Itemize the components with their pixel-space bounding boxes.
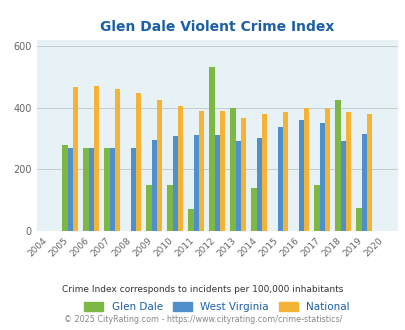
Bar bbox=[167, 185, 172, 231]
Bar bbox=[219, 111, 224, 231]
Title: Glen Dale Violent Crime Index: Glen Dale Violent Crime Index bbox=[100, 20, 334, 34]
Bar bbox=[335, 100, 340, 231]
Bar bbox=[172, 136, 177, 231]
Bar bbox=[251, 188, 256, 231]
Bar bbox=[188, 210, 193, 231]
Bar bbox=[256, 138, 261, 231]
Bar bbox=[277, 127, 282, 231]
Bar bbox=[324, 109, 329, 231]
Bar bbox=[235, 142, 240, 231]
Bar bbox=[104, 148, 109, 231]
Bar bbox=[366, 114, 371, 231]
Bar bbox=[198, 111, 204, 231]
Bar bbox=[261, 114, 266, 231]
Bar bbox=[94, 86, 99, 231]
Bar bbox=[193, 135, 198, 231]
Bar bbox=[282, 112, 288, 231]
Bar bbox=[356, 208, 361, 231]
Bar bbox=[177, 106, 183, 231]
Legend: Glen Dale, West Virginia, National: Glen Dale, West Virginia, National bbox=[80, 297, 353, 316]
Bar bbox=[156, 100, 162, 231]
Bar bbox=[209, 67, 214, 231]
Bar bbox=[214, 135, 219, 231]
Bar bbox=[230, 108, 235, 231]
Bar bbox=[340, 142, 345, 231]
Bar bbox=[298, 120, 303, 231]
Bar bbox=[313, 185, 319, 231]
Bar bbox=[83, 148, 88, 231]
Bar bbox=[345, 112, 350, 231]
Text: © 2025 CityRating.com - https://www.cityrating.com/crime-statistics/: © 2025 CityRating.com - https://www.city… bbox=[64, 315, 341, 324]
Bar bbox=[146, 185, 151, 231]
Bar bbox=[240, 118, 245, 231]
Bar bbox=[115, 89, 120, 231]
Bar bbox=[67, 148, 72, 231]
Bar bbox=[135, 93, 141, 231]
Bar bbox=[72, 87, 78, 231]
Bar bbox=[361, 134, 366, 231]
Bar bbox=[109, 148, 115, 231]
Bar bbox=[88, 148, 94, 231]
Bar bbox=[151, 140, 156, 231]
Bar bbox=[130, 148, 135, 231]
Bar bbox=[303, 108, 308, 231]
Bar bbox=[62, 145, 67, 231]
Text: Crime Index corresponds to incidents per 100,000 inhabitants: Crime Index corresponds to incidents per… bbox=[62, 285, 343, 294]
Bar bbox=[319, 123, 324, 231]
